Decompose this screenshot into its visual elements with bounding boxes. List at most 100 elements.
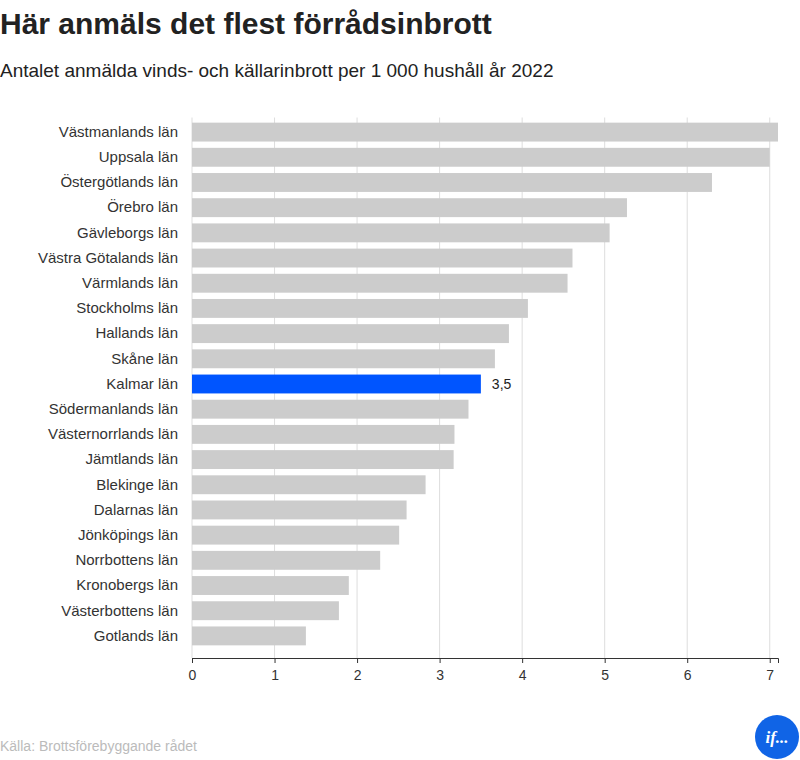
x-tick-label: 7	[766, 667, 774, 683]
x-tick-label: 3	[436, 667, 444, 683]
bar	[192, 198, 627, 217]
bar	[192, 425, 454, 444]
y-tick-label: Västernorrlands län	[48, 425, 178, 442]
y-tick-label: Östergötlands län	[60, 173, 178, 190]
y-tick: Stockholms län	[76, 299, 192, 316]
y-tick-label: Blekinge län	[96, 476, 178, 493]
y-tick: Jämtlands län	[85, 450, 192, 467]
grid	[192, 118, 770, 659]
subtitle: Antalet anmälda vinds- och källarinbrott…	[0, 60, 553, 81]
y-tick: Hallands län	[95, 324, 192, 341]
x-tick: 0	[189, 658, 197, 683]
x-tick-label: 4	[519, 667, 527, 683]
y-tick: Södermanlands län	[49, 400, 192, 417]
x-tick: 7	[766, 658, 774, 683]
bar	[192, 324, 509, 343]
y-tick: Kalmar län	[106, 375, 192, 392]
y-tick: Gävleborgs län	[77, 224, 192, 241]
bar	[192, 576, 349, 595]
bar	[192, 400, 468, 419]
y-tick: Örebro län	[107, 198, 192, 215]
bar	[192, 626, 306, 645]
x-tick: 2	[354, 658, 362, 683]
x-axis-line	[193, 659, 779, 664]
bar	[192, 274, 568, 293]
y-tick-label: Stockholms län	[76, 299, 178, 316]
x-tick: 5	[601, 658, 609, 683]
x-tick-label: 2	[354, 667, 362, 683]
chart: Här anmäls det flest förrådsinbrott Antal…	[0, 0, 800, 760]
y-tick: Dalarnas län	[94, 501, 192, 518]
y-tick-label: Kronobergs län	[76, 576, 178, 593]
bar	[192, 349, 495, 368]
x-tick-mark	[605, 658, 606, 663]
y-tick-label: Värmlands län	[82, 274, 178, 291]
x-tick: 4	[519, 658, 527, 683]
x-tick: 3	[436, 658, 444, 683]
logo-text: if...	[765, 728, 788, 747]
y-tick-label: Dalarnas län	[94, 501, 178, 518]
y-axis: Västmanlands län Uppsala län Östergötlands…	[38, 123, 192, 644]
x-tick-mark	[440, 658, 441, 663]
title: Här anmäls det flest förrådsinbrott	[0, 7, 492, 40]
x-axis: 0 1 2 3 4 5 6 7	[189, 658, 779, 683]
y-tick-label: Hallands län	[95, 324, 178, 341]
y-tick: Kronobergs län	[76, 576, 192, 593]
x-tick-mark	[770, 658, 771, 663]
bar	[192, 551, 380, 570]
bar	[192, 148, 770, 167]
bar	[192, 123, 778, 142]
bar	[192, 526, 399, 545]
y-tick-label: Södermanlands län	[49, 400, 178, 417]
bar	[192, 475, 426, 494]
grid-line	[769, 118, 770, 659]
x-tick-label: 5	[601, 667, 609, 683]
y-tick: Östergötlands län	[60, 173, 192, 190]
x-tick-label: 6	[684, 667, 692, 683]
bar	[192, 249, 572, 268]
x-tick-mark	[522, 658, 523, 663]
bars	[192, 123, 778, 646]
x-tick: 1	[271, 658, 279, 683]
y-tick-label: Västerbottens län	[61, 602, 178, 619]
bar	[192, 501, 407, 520]
y-tick: Uppsala län	[99, 148, 192, 165]
x-tick-mark	[687, 658, 688, 663]
y-tick: Västmanlands län	[59, 123, 192, 140]
y-tick: Gotlands län	[94, 627, 192, 644]
bar	[192, 601, 339, 620]
bar	[192, 450, 454, 469]
y-tick-label: Örebro län	[107, 198, 178, 215]
x-tick-mark	[192, 658, 193, 663]
y-tick-label: Uppsala län	[99, 148, 178, 165]
y-tick: Västerbottens län	[61, 602, 192, 619]
data-label: 3,5	[492, 376, 512, 392]
y-tick-label: Gävleborgs län	[77, 224, 178, 241]
bar	[192, 299, 528, 318]
x-tick-mark	[357, 658, 358, 663]
y-tick-label: Gotlands län	[94, 627, 178, 644]
logo-circle	[755, 715, 799, 759]
y-tick: Blekinge län	[96, 476, 192, 493]
y-tick-label: Jönköpings län	[78, 526, 178, 543]
y-tick: Västra Götalands län	[38, 249, 192, 266]
bar	[192, 375, 481, 394]
y-tick: Västernorrlands län	[48, 425, 192, 442]
x-tick-label: 1	[271, 667, 279, 683]
source: Källa: Brottsförebyggande rådet	[0, 738, 197, 754]
grid-line	[687, 118, 688, 659]
y-tick-label: Norrbottens län	[75, 551, 178, 568]
x-tick: 6	[684, 658, 692, 683]
x-tick-mark	[275, 658, 276, 663]
logo: if...	[755, 715, 799, 759]
y-tick-label: Skåne län	[111, 350, 178, 367]
x-tick-label: 0	[189, 667, 197, 683]
y-tick-label: Jämtlands län	[85, 450, 178, 467]
y-tick: Värmlands län	[82, 274, 192, 291]
bar	[192, 223, 610, 242]
y-tick: Jönköpings län	[78, 526, 192, 543]
y-tick-label: Västmanlands län	[59, 123, 178, 140]
y-tick: Norrbottens län	[75, 551, 192, 568]
bar	[192, 173, 712, 192]
y-tick-label: Västra Götalands län	[38, 249, 178, 266]
